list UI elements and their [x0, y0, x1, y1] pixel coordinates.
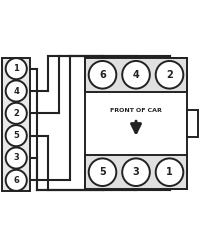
Circle shape [6, 170, 27, 191]
Circle shape [122, 158, 149, 186]
Bar [186, 110, 197, 137]
Text: 6: 6 [99, 70, 105, 80]
Bar [2, 58, 30, 191]
Text: 6: 6 [13, 176, 19, 185]
Bar [85, 155, 186, 189]
Text: 1: 1 [13, 64, 19, 73]
Text: 2: 2 [13, 109, 19, 118]
Text: 1: 1 [165, 167, 172, 177]
Circle shape [155, 158, 182, 186]
Circle shape [88, 61, 116, 89]
Text: 4: 4 [132, 70, 139, 80]
Circle shape [6, 147, 27, 169]
Text: 4: 4 [13, 86, 19, 96]
Text: 3: 3 [132, 167, 139, 177]
Text: 5: 5 [99, 167, 105, 177]
Text: 3: 3 [13, 153, 19, 163]
Circle shape [6, 125, 27, 146]
Circle shape [6, 103, 27, 124]
Circle shape [6, 58, 27, 79]
Text: FRONT OF CAR: FRONT OF CAR [109, 108, 161, 113]
Circle shape [122, 61, 149, 89]
Circle shape [155, 61, 182, 89]
Bar [85, 58, 186, 92]
Bar [85, 58, 186, 189]
Text: 5: 5 [13, 131, 19, 140]
Circle shape [6, 80, 27, 102]
Circle shape [88, 158, 116, 186]
Text: 2: 2 [165, 70, 172, 80]
